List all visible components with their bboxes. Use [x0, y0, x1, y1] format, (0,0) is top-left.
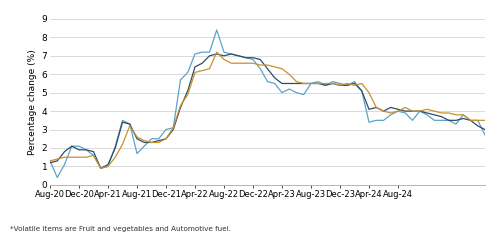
Legend: Monthly CPI indicator, Monthly CPI excluding volatile items* & holiday travel, A: Monthly CPI indicator, Monthly CPI exclu… [59, 235, 476, 237]
Text: *Volatile items are Fruit and vegetables and Automotive fuel.: *Volatile items are Fruit and vegetables… [10, 226, 231, 232]
Y-axis label: Percentage change (%): Percentage change (%) [28, 49, 38, 155]
